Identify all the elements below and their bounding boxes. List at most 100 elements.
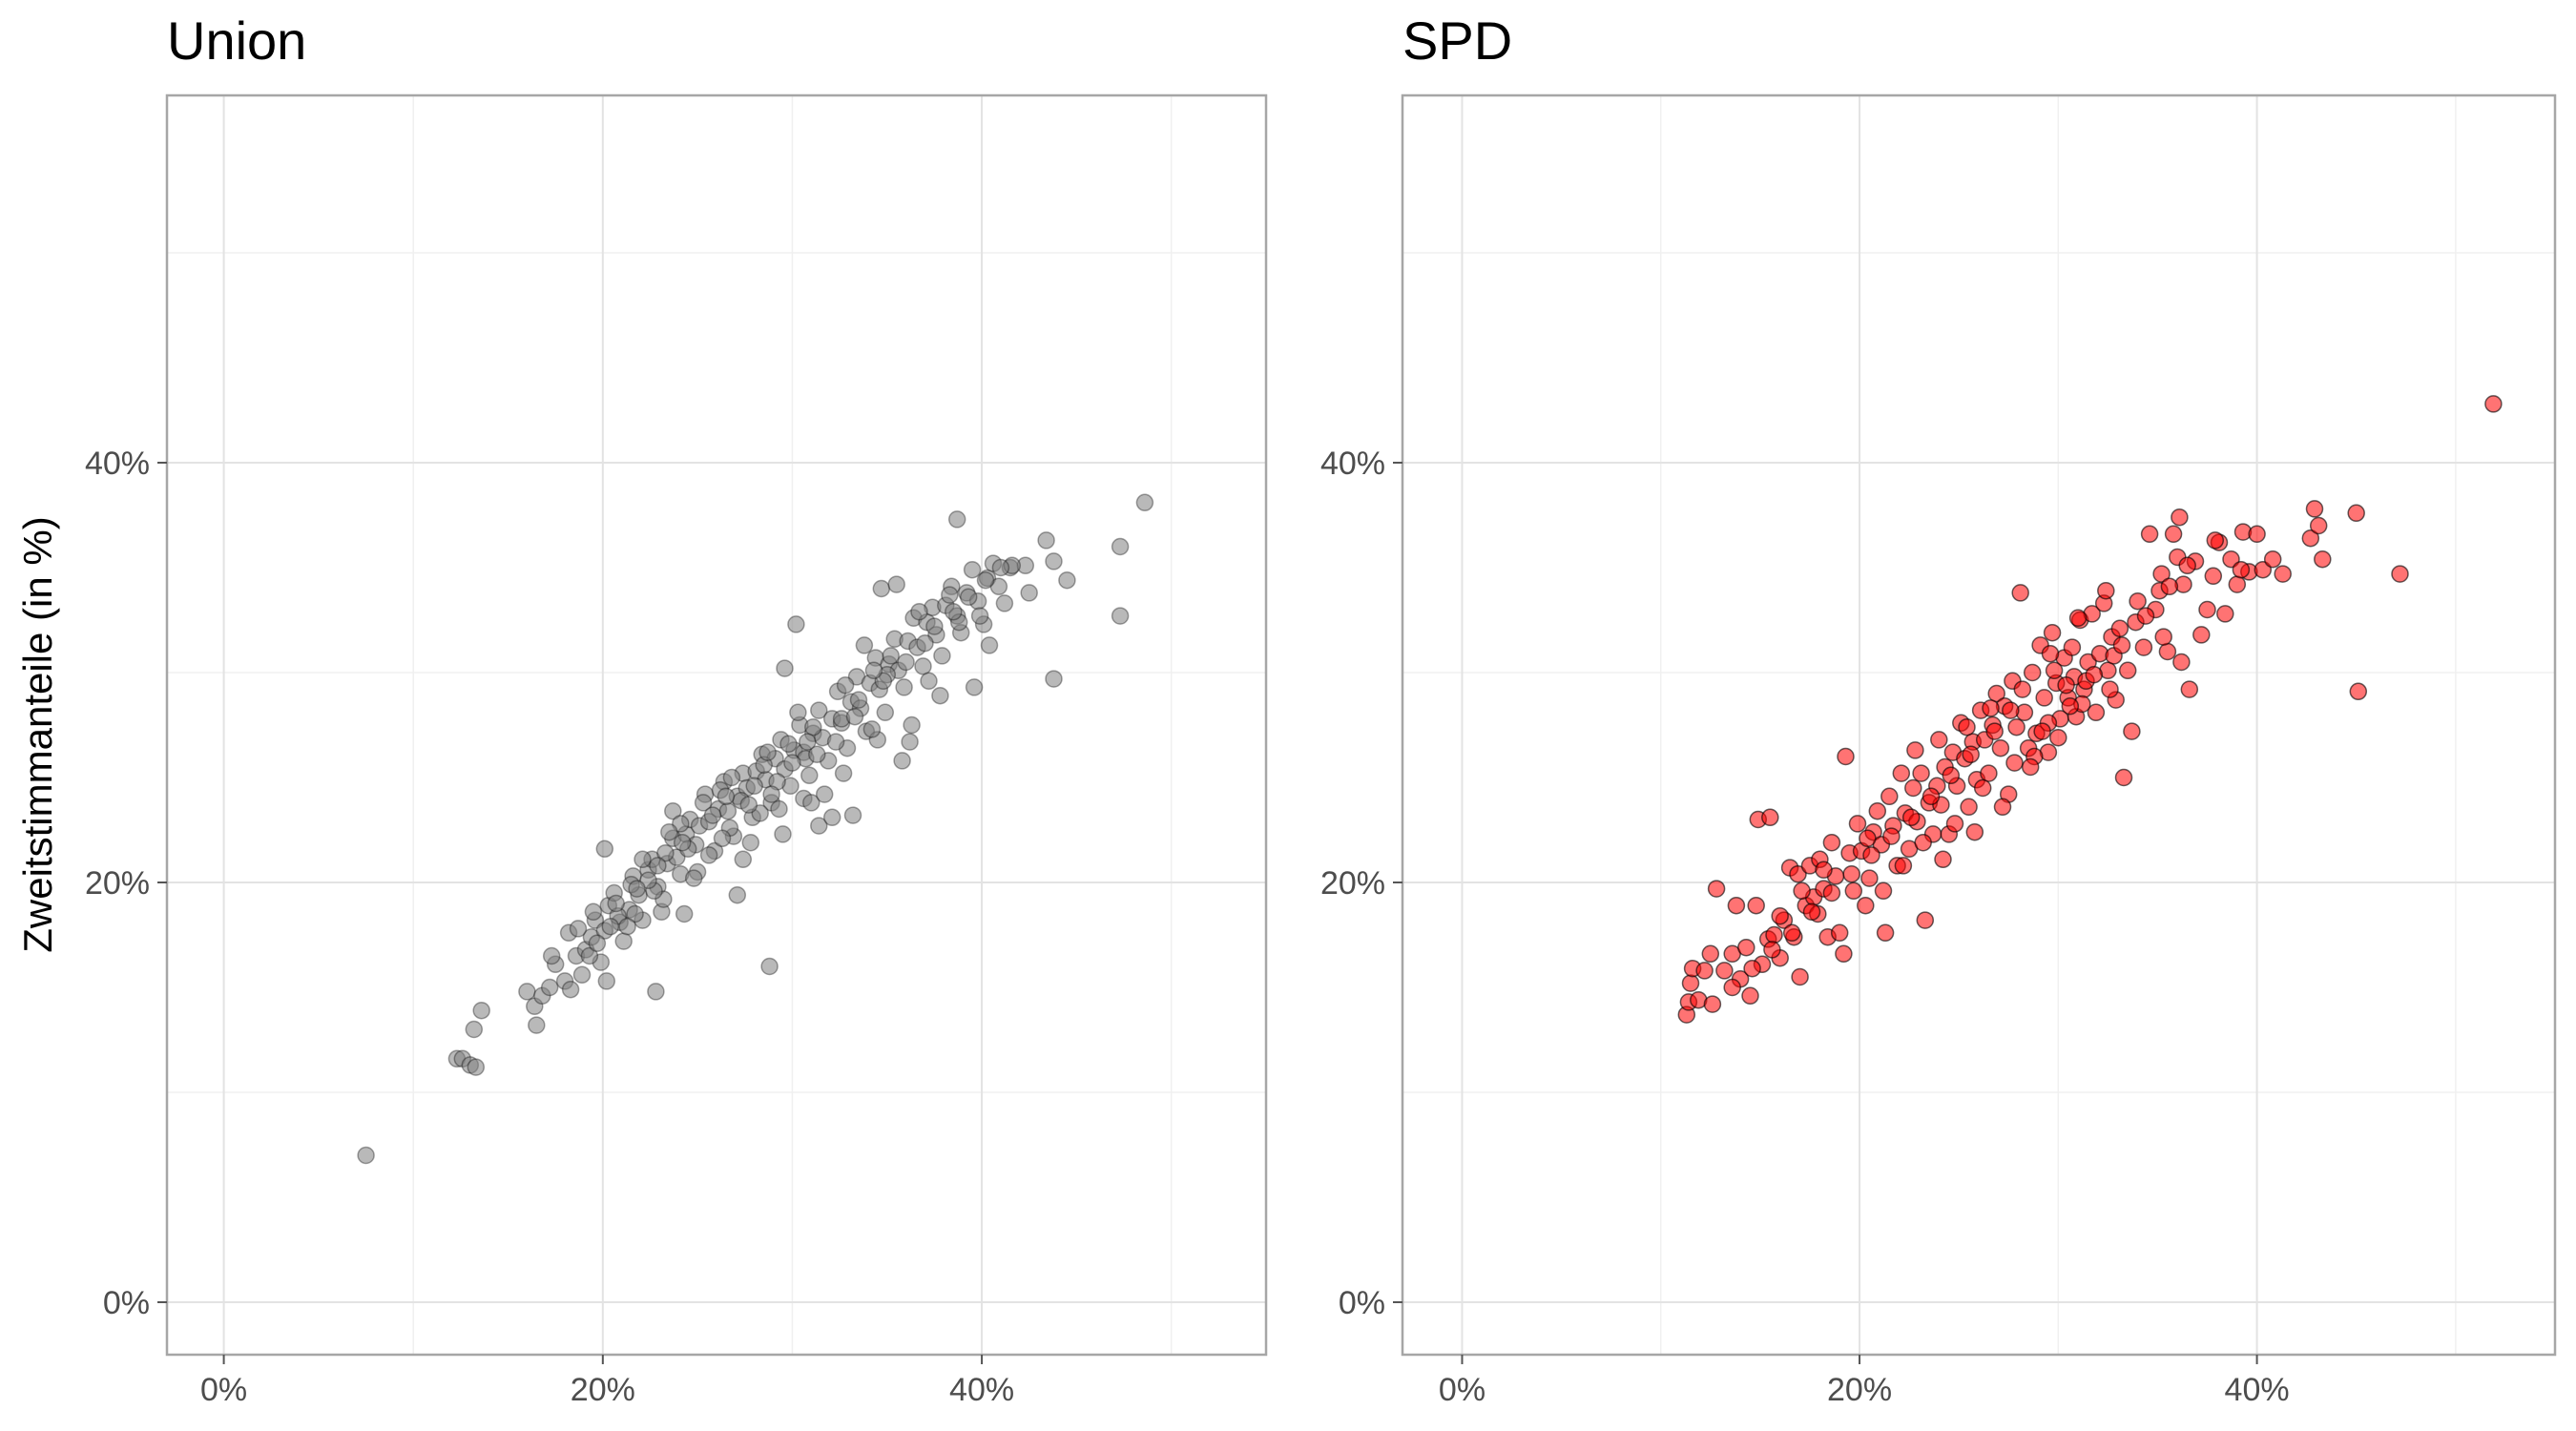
data-point-spd bbox=[1922, 787, 1941, 806]
x-tick-label-union: 40% bbox=[949, 1372, 1014, 1408]
data-point-spd bbox=[2216, 605, 2234, 623]
y-axis-title: Zweitstimmanteile (in %) bbox=[15, 516, 60, 953]
data-point-union bbox=[887, 575, 905, 593]
data-point-union bbox=[920, 672, 938, 691]
data-point-union bbox=[660, 822, 678, 841]
data-point-union bbox=[684, 869, 703, 887]
data-point-spd bbox=[2033, 722, 2051, 740]
data-point-union bbox=[465, 1020, 484, 1039]
data-point-union bbox=[789, 703, 807, 722]
data-point-spd bbox=[1894, 857, 1913, 875]
data-point-spd bbox=[1958, 717, 1976, 736]
data-point-spd bbox=[2152, 565, 2171, 583]
data-point-union bbox=[758, 743, 777, 761]
data-point-spd bbox=[2198, 600, 2216, 619]
data-point-union bbox=[584, 902, 603, 922]
data-point-union bbox=[607, 894, 625, 913]
data-point-spd bbox=[1782, 923, 1801, 943]
data-point-spd bbox=[2232, 560, 2251, 579]
data-point-union bbox=[672, 815, 690, 833]
data-point-union bbox=[916, 633, 934, 653]
data-point-spd bbox=[2118, 661, 2137, 680]
data-point-union bbox=[597, 972, 616, 990]
data-point-spd bbox=[2274, 565, 2292, 583]
data-point-union bbox=[834, 764, 853, 782]
data-point-spd bbox=[2061, 696, 2080, 716]
data-point-spd bbox=[1822, 883, 1841, 902]
data-point-spd bbox=[2301, 529, 2320, 548]
panel-title-union: Union bbox=[167, 10, 307, 71]
data-point-union bbox=[849, 691, 868, 709]
data-point-spd bbox=[1859, 829, 1877, 848]
data-point-union bbox=[540, 978, 559, 997]
data-point-spd bbox=[2063, 638, 2082, 656]
data-point-spd bbox=[1982, 699, 2000, 717]
data-point-union bbox=[783, 754, 801, 772]
data-point-spd bbox=[1987, 684, 2005, 703]
data-point-spd bbox=[1842, 864, 1860, 883]
data-point-union bbox=[717, 787, 736, 806]
data-point-spd bbox=[2263, 550, 2282, 569]
data-point-union bbox=[893, 752, 911, 770]
data-point-spd bbox=[1835, 944, 1853, 964]
data-point-spd bbox=[1945, 815, 1964, 833]
data-point-union bbox=[1111, 537, 1130, 556]
data-point-spd bbox=[2164, 525, 2183, 544]
data-point-union bbox=[862, 720, 882, 738]
panel-title-spd: SPD bbox=[1402, 10, 1513, 71]
data-point-union bbox=[787, 615, 805, 633]
x-tick-label-spd: 0% bbox=[1439, 1372, 1485, 1408]
data-point-union bbox=[751, 804, 769, 822]
y-tick-label-spd: 40% bbox=[1320, 446, 1385, 482]
data-point-spd bbox=[2068, 609, 2088, 628]
data-point-spd bbox=[2129, 591, 2147, 611]
data-point-spd bbox=[1822, 833, 1841, 852]
data-point-union bbox=[472, 1001, 490, 1020]
data-point-union bbox=[774, 825, 792, 843]
data-point-spd bbox=[2349, 682, 2368, 701]
data-point-union bbox=[626, 904, 644, 923]
data-point-spd bbox=[2011, 584, 2029, 602]
data-point-spd bbox=[2248, 525, 2266, 544]
data-point-union bbox=[855, 636, 874, 654]
data-point-spd bbox=[2172, 653, 2191, 672]
data-point-spd bbox=[1860, 869, 1879, 887]
data-point-union bbox=[728, 885, 747, 904]
panel-bg-spd bbox=[1402, 95, 2555, 1355]
data-point-union bbox=[741, 833, 760, 852]
data-point-spd bbox=[1707, 880, 1726, 898]
data-point-spd bbox=[2110, 619, 2129, 638]
data-point-union bbox=[822, 808, 841, 827]
data-point-spd bbox=[2178, 556, 2196, 575]
data-point-union bbox=[760, 957, 779, 976]
data-point-union bbox=[467, 1058, 486, 1076]
data-point-union bbox=[1135, 493, 1154, 512]
panel-border-spd bbox=[1401, 93, 2557, 1357]
data-point-spd bbox=[2347, 504, 2365, 523]
data-point-spd bbox=[2134, 638, 2153, 656]
data-point-spd bbox=[2204, 567, 2223, 586]
data-point-union bbox=[903, 716, 921, 735]
data-point-union bbox=[779, 735, 798, 754]
data-point-spd bbox=[2087, 703, 2106, 722]
data-point-spd bbox=[2043, 623, 2062, 642]
data-point-union bbox=[895, 678, 913, 696]
data-point-spd bbox=[2309, 516, 2328, 535]
data-point-spd bbox=[1916, 911, 1935, 929]
data-point-union bbox=[965, 678, 984, 696]
data-point-union bbox=[694, 794, 713, 812]
data-point-union bbox=[963, 560, 982, 579]
data-point-spd bbox=[1880, 787, 1899, 806]
data-point-spd bbox=[1848, 815, 1867, 833]
data-point-union bbox=[770, 799, 788, 819]
data-point-union bbox=[864, 661, 883, 680]
data-point-union bbox=[914, 657, 932, 675]
data-point-union bbox=[739, 796, 758, 814]
data-point-spd bbox=[1965, 822, 1984, 841]
data-point-spd bbox=[1901, 808, 1921, 827]
data-point-spd bbox=[1695, 962, 1714, 980]
x-tick-label-union: 20% bbox=[571, 1372, 635, 1408]
data-point-spd bbox=[1906, 741, 1924, 759]
panel-bg-union bbox=[167, 95, 1266, 1355]
